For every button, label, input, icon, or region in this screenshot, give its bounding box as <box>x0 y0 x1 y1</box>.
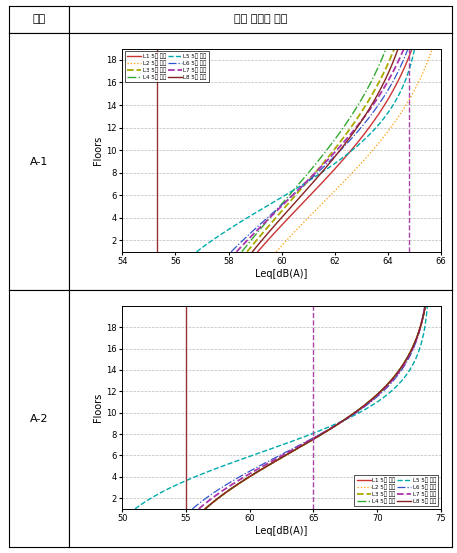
Legend: L1 5층 이하, L2 5층 이하, L3 5층 이하, L4 5층 이하, L5 5층 이하, L6 5층 이하, L7 5층 이하, L8 5층 이하: L1 5층 이하, L2 5층 이하, L3 5층 이하, L4 5층 이하, … <box>125 51 209 82</box>
Legend: L1 5층 이하, L2 5층 이하, L3 5층 이하, L4 5층 이하, L5 5층 이하, L6 5층 이하, L7 5층 이하, L8 5층 이하: L1 5층 이하, L2 5층 이하, L3 5층 이하, L4 5층 이하, … <box>355 475 438 506</box>
X-axis label: Leq[dB(A)]: Leq[dB(A)] <box>255 526 308 536</box>
Text: A-1: A-1 <box>30 156 48 167</box>
Y-axis label: Floors: Floors <box>93 135 103 165</box>
X-axis label: Leq[dB(A)]: Leq[dB(A)] <box>255 269 308 279</box>
Text: 순번: 순번 <box>32 14 45 24</box>
Y-axis label: Floors: Floors <box>93 393 103 422</box>
Text: 층별 소음도 추이: 층별 소음도 추이 <box>234 14 287 24</box>
Text: A-2: A-2 <box>30 414 48 424</box>
